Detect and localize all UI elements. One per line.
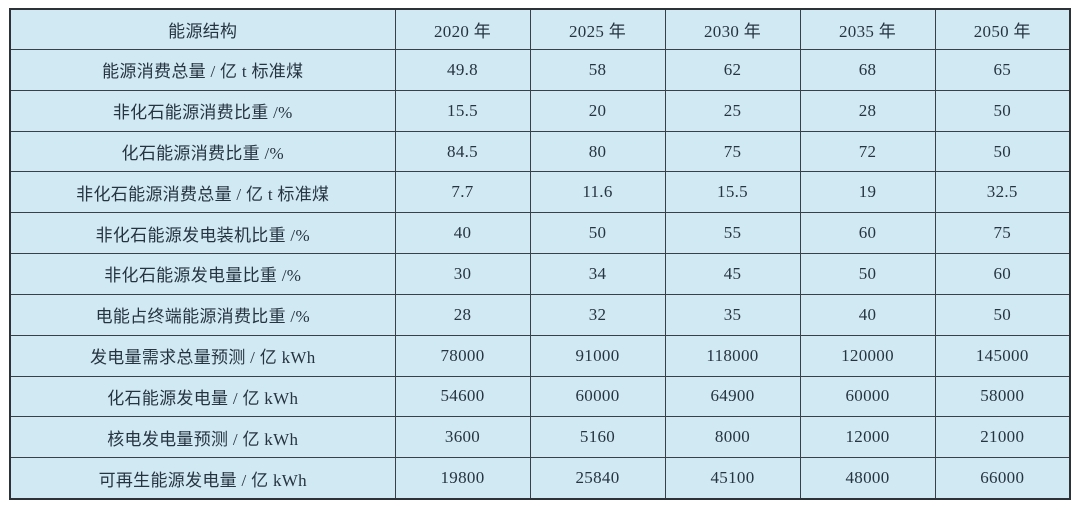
row-label: 可再生能源发电量 / 亿 kWh bbox=[9, 457, 396, 500]
table-cell: 54600 bbox=[394, 375, 531, 418]
table-cell: 11.6 bbox=[529, 171, 666, 214]
column-header-2050: 2050 年 bbox=[934, 8, 1071, 50]
row-label: 能源消费总量 / 亿 t 标准煤 bbox=[9, 49, 396, 91]
table-cell: 28 bbox=[394, 293, 531, 336]
table-cell: 50 bbox=[934, 293, 1071, 336]
table-cell: 80 bbox=[529, 130, 666, 173]
table-row: 发电量需求总量预测 / 亿 kWh 78000 91000 118000 120… bbox=[9, 334, 1071, 377]
table-cell: 66000 bbox=[934, 457, 1071, 500]
table-cell: 120000 bbox=[799, 334, 936, 377]
table-cell: 19 bbox=[799, 171, 936, 214]
table-cell: 15.5 bbox=[664, 171, 801, 214]
table-cell: 145000 bbox=[934, 334, 1071, 377]
table-cell: 58 bbox=[529, 49, 666, 91]
table-cell: 60000 bbox=[529, 375, 666, 418]
table-cell: 62 bbox=[664, 49, 801, 91]
header-row: 能源结构 2020 年 2025 年 2030 年 2035 年 2050 年 bbox=[9, 8, 1071, 50]
table-cell: 25840 bbox=[529, 457, 666, 500]
table-cell: 75 bbox=[934, 212, 1071, 255]
table-cell: 21000 bbox=[934, 416, 1071, 459]
energy-structure-table: 能源结构 2020 年 2025 年 2030 年 2035 年 2050 年 … bbox=[9, 8, 1071, 500]
table-cell: 45100 bbox=[664, 457, 801, 500]
table-row: 非化石能源发电量比重 /% 30 34 45 50 60 bbox=[9, 253, 1071, 295]
table-cell: 78000 bbox=[394, 334, 531, 377]
table-cell: 45 bbox=[664, 253, 801, 295]
table-row: 核电发电量预测 / 亿 kWh 3600 5160 8000 12000 210… bbox=[9, 416, 1071, 459]
row-label: 化石能源消费比重 /% bbox=[9, 130, 396, 173]
table-cell: 50 bbox=[529, 212, 666, 255]
table-row: 可再生能源发电量 / 亿 kWh 19800 25840 45100 48000… bbox=[9, 457, 1071, 500]
table-cell: 20 bbox=[529, 89, 666, 132]
table-cell: 25 bbox=[664, 89, 801, 132]
table-cell: 64900 bbox=[664, 375, 801, 418]
table-cell: 50 bbox=[799, 253, 936, 295]
table-cell: 68 bbox=[799, 49, 936, 91]
row-label: 发电量需求总量预测 / 亿 kWh bbox=[9, 334, 396, 377]
table-row: 化石能源发电量 / 亿 kWh 54600 60000 64900 60000 … bbox=[9, 375, 1071, 418]
column-header-energy-structure: 能源结构 bbox=[9, 8, 396, 50]
table-cell: 19800 bbox=[394, 457, 531, 500]
table-cell: 40 bbox=[394, 212, 531, 255]
table-cell: 58000 bbox=[934, 375, 1071, 418]
row-label: 化石能源发电量 / 亿 kWh bbox=[9, 375, 396, 418]
table-cell: 28 bbox=[799, 89, 936, 132]
table-cell: 118000 bbox=[664, 334, 801, 377]
table-cell: 32 bbox=[529, 293, 666, 336]
table-cell: 34 bbox=[529, 253, 666, 295]
table-cell: 3600 bbox=[394, 416, 531, 459]
table-cell: 60000 bbox=[799, 375, 936, 418]
table-row: 化石能源消费比重 /% 84.5 80 75 72 50 bbox=[9, 130, 1071, 173]
table-cell: 91000 bbox=[529, 334, 666, 377]
table-cell: 50 bbox=[934, 130, 1071, 173]
table-cell: 7.7 bbox=[394, 171, 531, 214]
table-cell: 60 bbox=[799, 212, 936, 255]
table-row: 非化石能源消费总量 / 亿 t 标准煤 7.7 11.6 15.5 19 32.… bbox=[9, 171, 1071, 214]
table-cell: 48000 bbox=[799, 457, 936, 500]
table-cell: 55 bbox=[664, 212, 801, 255]
table-cell: 49.8 bbox=[394, 49, 531, 91]
table-cell: 84.5 bbox=[394, 130, 531, 173]
row-label: 非化石能源消费总量 / 亿 t 标准煤 bbox=[9, 171, 396, 214]
table-cell: 35 bbox=[664, 293, 801, 336]
table-row: 电能占终端能源消费比重 /% 28 32 35 40 50 bbox=[9, 293, 1071, 336]
row-label: 电能占终端能源消费比重 /% bbox=[9, 293, 396, 336]
table-cell: 12000 bbox=[799, 416, 936, 459]
table-cell: 5160 bbox=[529, 416, 666, 459]
table-cell: 60 bbox=[934, 253, 1071, 295]
table-cell: 32.5 bbox=[934, 171, 1071, 214]
row-label: 非化石能源消费比重 /% bbox=[9, 89, 396, 132]
column-header-2035: 2035 年 bbox=[799, 8, 936, 50]
table-cell: 8000 bbox=[664, 416, 801, 459]
row-label: 非化石能源发电装机比重 /% bbox=[9, 212, 396, 255]
column-header-2025: 2025 年 bbox=[529, 8, 666, 50]
table-cell: 30 bbox=[394, 253, 531, 295]
table-cell: 75 bbox=[664, 130, 801, 173]
table-cell: 65 bbox=[934, 49, 1071, 91]
table-cell: 15.5 bbox=[394, 89, 531, 132]
table-row: 非化石能源消费比重 /% 15.5 20 25 28 50 bbox=[9, 89, 1071, 132]
row-label: 核电发电量预测 / 亿 kWh bbox=[9, 416, 396, 459]
column-header-2030: 2030 年 bbox=[664, 8, 801, 50]
table-row: 非化石能源发电装机比重 /% 40 50 55 60 75 bbox=[9, 212, 1071, 255]
table-cell: 50 bbox=[934, 89, 1071, 132]
table-cell: 72 bbox=[799, 130, 936, 173]
table-row: 能源消费总量 / 亿 t 标准煤 49.8 58 62 68 65 bbox=[9, 49, 1071, 91]
table-cell: 40 bbox=[799, 293, 936, 336]
row-label: 非化石能源发电量比重 /% bbox=[9, 253, 396, 295]
column-header-2020: 2020 年 bbox=[394, 8, 531, 50]
